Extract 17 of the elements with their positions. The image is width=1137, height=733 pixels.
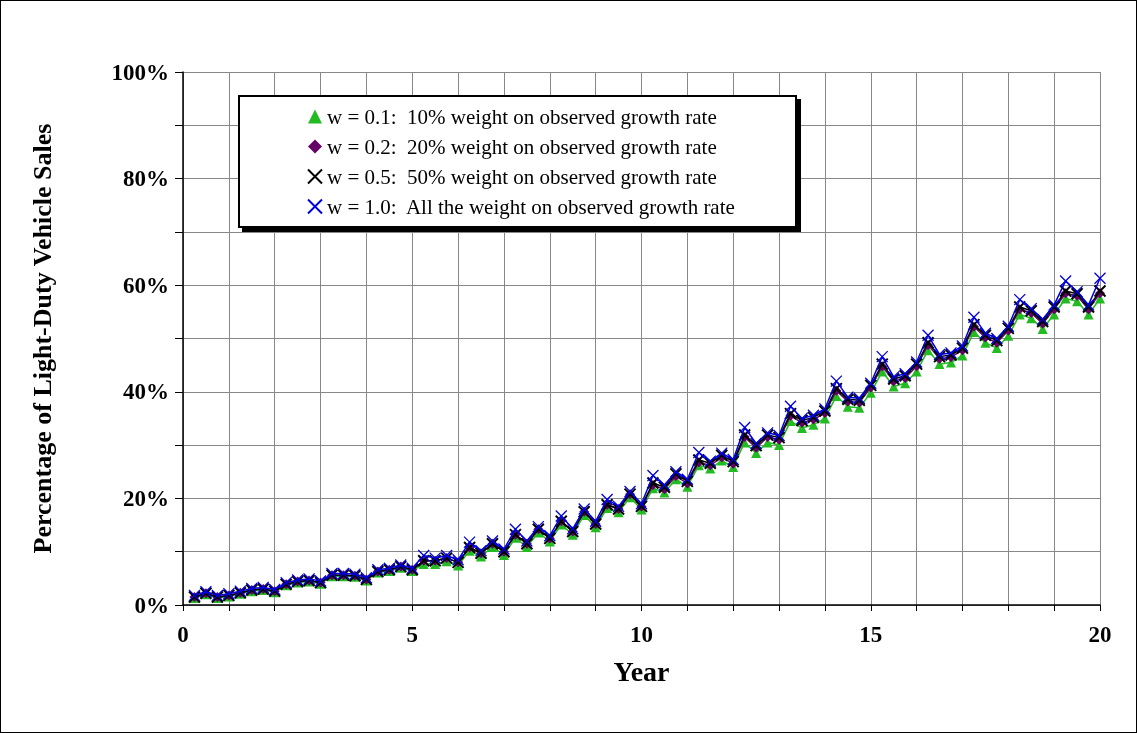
y-tick-label: 40% [123, 379, 169, 405]
y-tick-label: 0% [134, 592, 169, 618]
y-tick-label: 80% [123, 166, 169, 192]
x-tick-label: 5 [406, 622, 418, 647]
legend-label: w = 0.2: 20% weight on observed growth rate [327, 134, 717, 159]
x-tick-label: 20 [1088, 622, 1112, 647]
legend-label: w = 0.5: 50% weight on observed growth rate [327, 164, 717, 189]
y-tick-label: 100% [111, 59, 169, 85]
legend-label: w = 0.1: 10% weight on observed growth rate [327, 104, 717, 129]
x-tick-label: 0 [177, 622, 189, 647]
y-tick-label: 20% [123, 485, 169, 511]
x-tick-label: 15 [859, 622, 883, 647]
x-tick-label: 10 [630, 622, 653, 647]
legend-label: w = 1.0: All the weight on observed growth rate [327, 194, 735, 219]
x-axis-title: Year [613, 655, 670, 687]
y-tick-label: 60% [123, 272, 169, 298]
y-axis-title: Percentage of Light-Duty Vehicle Sales [27, 123, 57, 554]
